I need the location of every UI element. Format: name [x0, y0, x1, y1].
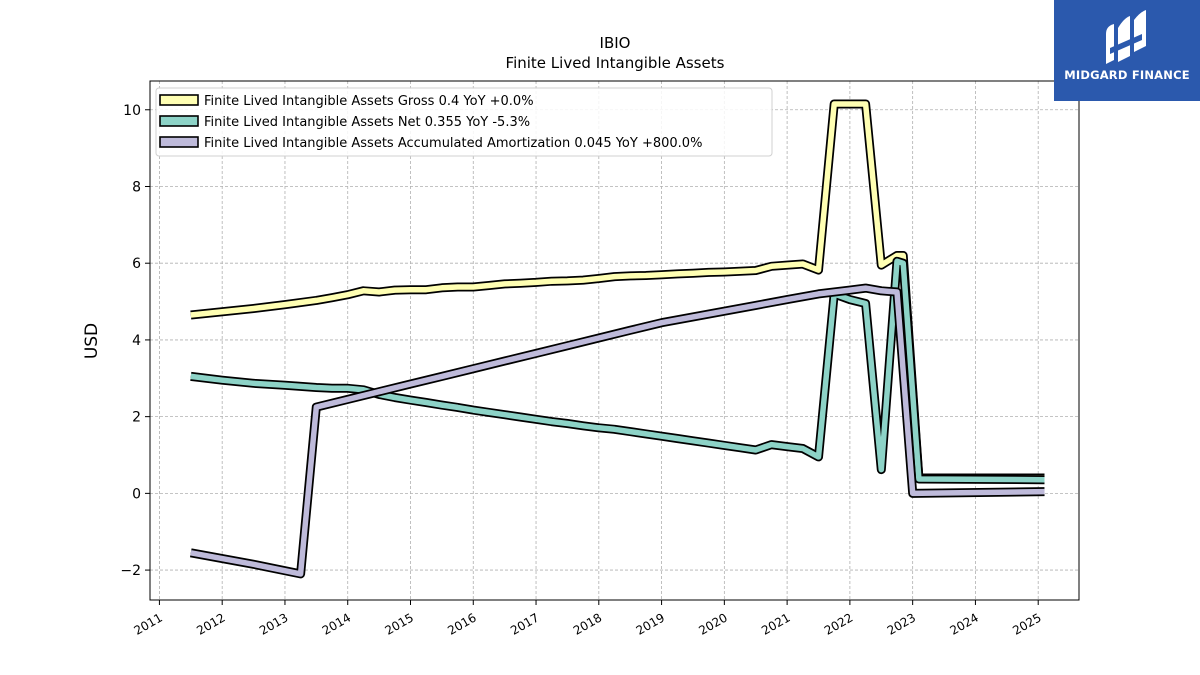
- y-axis-label: USD: [82, 323, 102, 359]
- grid-lines: [150, 81, 1079, 600]
- x-tick-label: 2015: [383, 610, 416, 637]
- x-tick-label: 2022: [822, 610, 855, 637]
- x-tick-label: 2013: [257, 610, 290, 637]
- brand-logo: MIDGARD FINANCE: [1054, 0, 1200, 101]
- y-tick-label: −2: [120, 563, 141, 579]
- legend-swatch-1: [159, 94, 199, 106]
- x-tick-label: 2014: [320, 610, 353, 637]
- x-tick-label: 2016: [445, 610, 478, 637]
- y-axis: −2 0 2 4 6 8 10: [120, 103, 150, 579]
- x-tick-label: 2011: [131, 610, 164, 637]
- brand-name: MIDGARD FINANCE: [1064, 68, 1190, 82]
- plot-area: [189, 99, 1045, 579]
- legend-label-3: Finite Lived Intangible Assets Accumulat…: [204, 136, 702, 151]
- x-tick-label: 2020: [696, 610, 729, 637]
- x-tick-label: 2021: [759, 610, 792, 637]
- legend-label-1: Finite Lived Intangible Assets Gross 0.4…: [204, 94, 534, 109]
- x-tick-label: 2012: [194, 610, 227, 637]
- x-tick-label: 2019: [634, 610, 667, 637]
- legend-label-2: Finite Lived Intangible Assets Net 0.355…: [204, 115, 530, 130]
- series-1-line: [190, 101, 1045, 481]
- x-tick-label: 2023: [885, 610, 918, 637]
- x-tick-label: 2018: [571, 610, 604, 637]
- y-tick-label: 8: [132, 179, 141, 195]
- midgard-logo-icon: [1106, 10, 1146, 64]
- legend-box: [155, 87, 773, 157]
- series-2-line: [190, 258, 1045, 483]
- y-tick-label: 0: [132, 486, 141, 502]
- y-tick-label: 6: [132, 256, 141, 272]
- legend: Finite Lived Intangible Assets Gross 0.4…: [155, 87, 773, 157]
- chart-title: IBIO: [600, 34, 631, 52]
- y-tick-label: 2: [132, 410, 141, 426]
- y-tick-label: 4: [132, 333, 141, 349]
- y-tick-label: 10: [123, 103, 141, 119]
- x-axis: 2011 2012 2013 2014 2015 2016 2017 2018 2019 2020…: [131, 600, 1044, 638]
- legend-swatch-2: [159, 115, 199, 127]
- x-tick-label: 2024: [947, 610, 980, 637]
- chart-subtitle: Finite Lived Intangible Assets: [506, 54, 725, 72]
- series-3-line: [190, 285, 1045, 577]
- x-tick-label: 2017: [508, 610, 541, 637]
- plot-frame: [149, 80, 1080, 601]
- x-tick-label: 2025: [1010, 610, 1043, 637]
- legend-swatch-3: [159, 136, 199, 148]
